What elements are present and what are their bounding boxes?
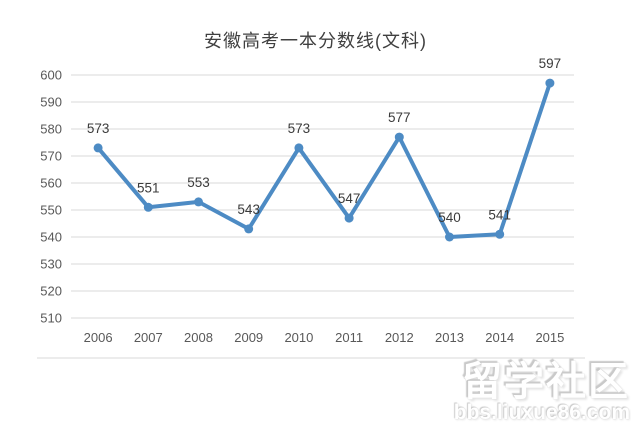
y-axis-label: 580 bbox=[40, 122, 62, 137]
data-point-marker bbox=[344, 213, 354, 223]
x-axis-label: 2011 bbox=[335, 330, 363, 345]
data-label: 597 bbox=[539, 56, 562, 71]
data-label: 577 bbox=[388, 110, 411, 125]
x-axis-label: 2008 bbox=[184, 330, 213, 345]
data-point-marker bbox=[495, 229, 505, 239]
y-axis-label: 530 bbox=[40, 257, 62, 272]
x-axis-label: 2009 bbox=[234, 330, 263, 345]
data-label: 573 bbox=[288, 121, 311, 136]
series-line bbox=[96, 81, 552, 239]
y-axis-label: 600 bbox=[40, 68, 62, 83]
data-point-marker bbox=[194, 197, 203, 207]
x-axis-label: 2006 bbox=[84, 330, 113, 345]
x-axis-label: 2007 bbox=[134, 330, 163, 345]
x-axis-label: 2013 bbox=[435, 330, 464, 345]
x-axis-label: 2012 bbox=[385, 330, 414, 345]
data-label: 551 bbox=[137, 180, 160, 195]
y-axis-label: 570 bbox=[40, 149, 62, 164]
data-point-marker bbox=[394, 132, 404, 142]
data-point-marker bbox=[294, 143, 304, 153]
x-axis-label: 2010 bbox=[284, 330, 313, 345]
data-label: 573 bbox=[87, 121, 110, 136]
y-axis-label: 590 bbox=[40, 95, 62, 110]
data-label: 543 bbox=[237, 202, 260, 217]
x-axis-label: 2015 bbox=[535, 330, 564, 345]
data-point-marker bbox=[244, 224, 254, 234]
data-point-marker bbox=[445, 232, 454, 242]
chart-title: 安徽高考一本分数线(文科) bbox=[204, 31, 427, 51]
y-axis-label: 520 bbox=[40, 284, 62, 299]
y-axis-label: 540 bbox=[40, 230, 62, 245]
y-axis-label: 550 bbox=[40, 203, 62, 218]
y-axis-label: 560 bbox=[40, 176, 62, 191]
data-point-marker bbox=[545, 78, 555, 88]
data-point-marker bbox=[143, 202, 153, 212]
data-label: 541 bbox=[488, 207, 511, 222]
data-label: 553 bbox=[187, 175, 210, 190]
y-axis-label: 510 bbox=[40, 311, 62, 326]
data-label: 540 bbox=[438, 210, 461, 225]
data-point-marker bbox=[93, 143, 103, 153]
data-label: 547 bbox=[338, 191, 361, 206]
x-axis-label: 2014 bbox=[485, 330, 514, 345]
